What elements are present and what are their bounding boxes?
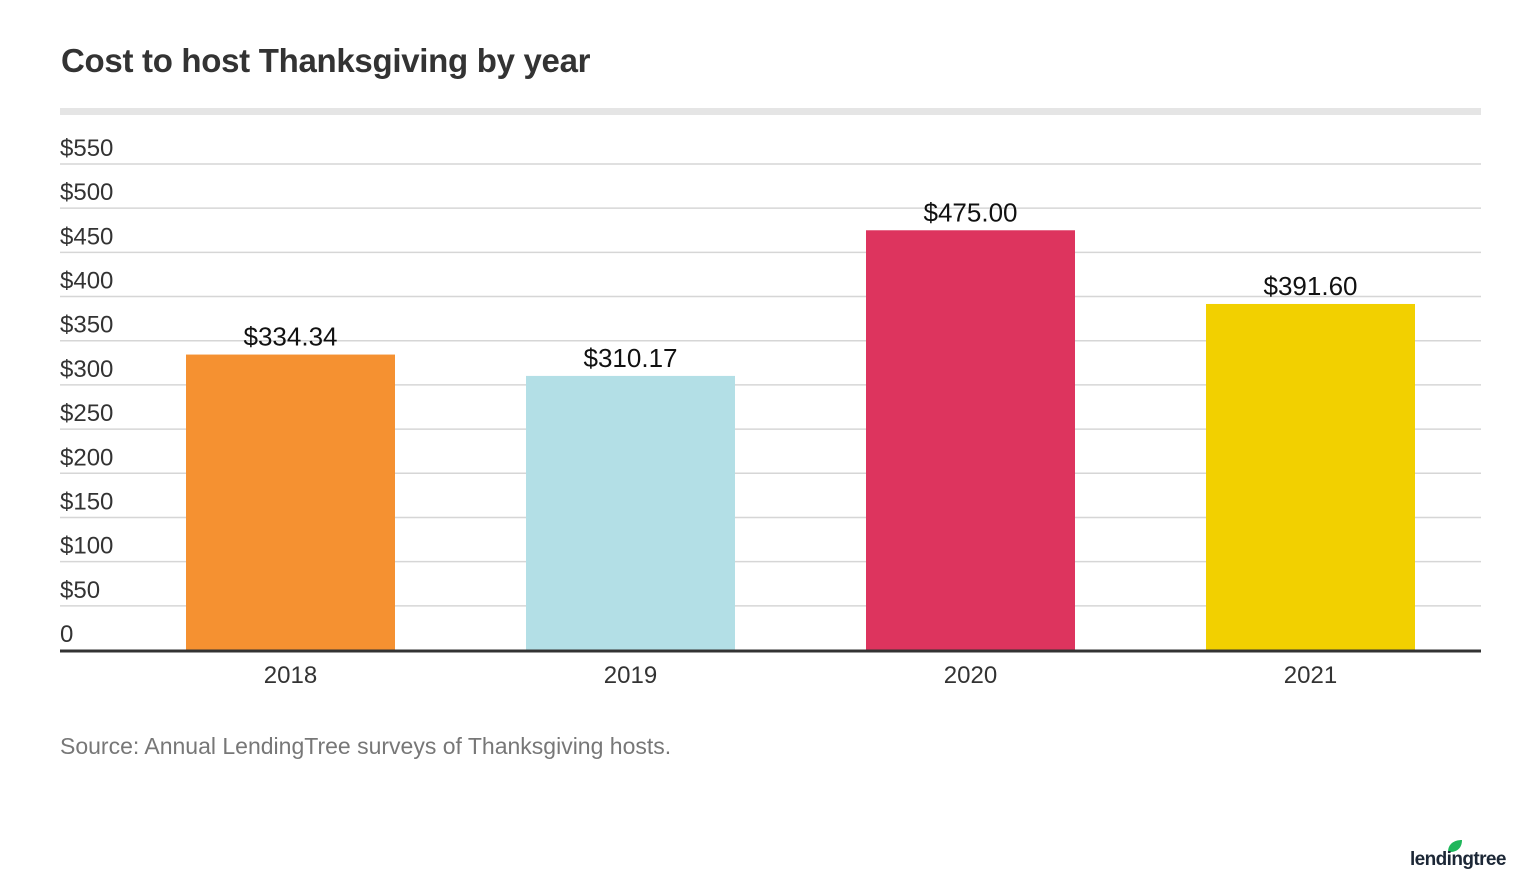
y-tick-label: $300	[60, 356, 113, 383]
title-divider	[60, 108, 1481, 115]
lendingtree-logo: lendingtree	[1410, 840, 1506, 870]
bar-2020	[866, 230, 1075, 651]
y-tick-label: $100	[60, 533, 113, 560]
y-tick-label: $500	[60, 179, 113, 206]
bar-2019	[526, 375, 735, 650]
y-tick-label: $150	[60, 488, 113, 515]
x-tick-label: 2020	[944, 662, 997, 689]
bar-2018	[186, 354, 395, 650]
leaf-icon	[1448, 840, 1462, 852]
bar-chart: 0 $50 $100 $150 $200 $250 $300 $350 $400 $450 $500…	[60, 135, 1481, 689]
bar-2021	[1206, 303, 1415, 650]
x-tick-label: 2018	[264, 662, 317, 689]
data-label: $391.60	[1264, 271, 1358, 301]
logo-text: lendingtree	[1410, 849, 1506, 870]
y-tick-label: $50	[60, 577, 100, 604]
y-tick-label: $350	[60, 312, 113, 339]
data-label: $310.17	[584, 343, 678, 373]
x-tick-label: 2021	[1284, 662, 1337, 689]
y-tick-label: $450	[60, 223, 113, 250]
source-note: Source: Annual LendingTree surveys of Th…	[60, 733, 672, 759]
data-label: $334.34	[244, 322, 338, 352]
y-tick-label: $200	[60, 444, 113, 471]
y-tick-label: $550	[60, 135, 113, 162]
x-tick-label: 2019	[604, 662, 657, 689]
y-tick-label: $250	[60, 400, 113, 427]
chart-title: Cost to host Thanksgiving by year	[61, 42, 591, 79]
y-tick-label: 0	[60, 621, 73, 648]
y-tick-label: $400	[60, 268, 113, 295]
data-label: $475.00	[924, 197, 1018, 227]
